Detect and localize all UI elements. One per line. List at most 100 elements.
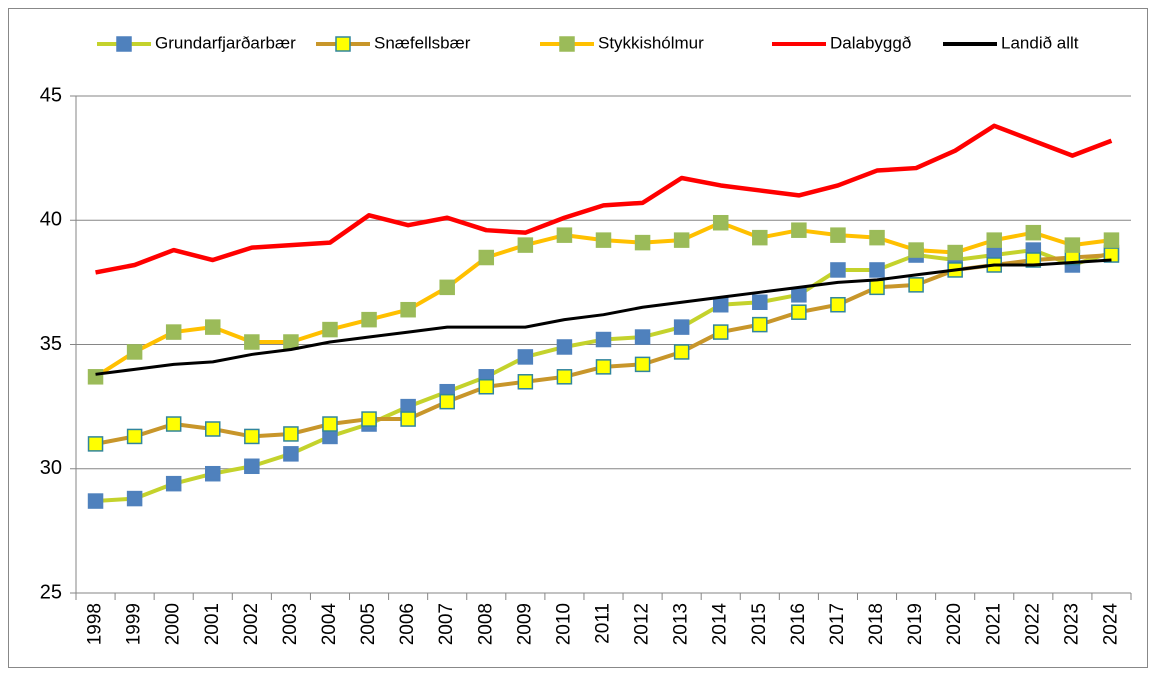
x-tick-label: 2024 bbox=[1100, 603, 1121, 646]
series-marker bbox=[1103, 232, 1120, 248]
series-marker bbox=[595, 359, 612, 375]
series-marker bbox=[712, 296, 729, 313]
series-marker bbox=[947, 244, 963, 261]
x-tick-label: 2015 bbox=[749, 603, 770, 645]
x-tick-label: 2020 bbox=[944, 603, 965, 645]
x-tick-label: 2010 bbox=[553, 603, 574, 645]
series-marker bbox=[595, 331, 612, 348]
series-marker bbox=[673, 319, 690, 335]
x-tick-label: 2008 bbox=[475, 603, 496, 645]
series-marker bbox=[634, 356, 651, 373]
legend-label: Snæfellsbær bbox=[374, 33, 471, 52]
series-marker bbox=[908, 277, 924, 293]
series-marker bbox=[752, 229, 768, 246]
y-tick-label: 40 bbox=[40, 209, 62, 231]
series-marker bbox=[87, 369, 104, 385]
series-marker bbox=[244, 334, 260, 350]
x-tick-label: 2011 bbox=[593, 603, 614, 644]
series-marker bbox=[517, 349, 534, 365]
series-marker bbox=[361, 411, 377, 427]
x-tick-label: 2007 bbox=[436, 603, 457, 645]
series-marker bbox=[752, 294, 768, 311]
series-marker bbox=[283, 334, 299, 350]
series-marker bbox=[478, 378, 495, 395]
y-tick-label: 30 bbox=[40, 457, 62, 479]
y-tick-label: 25 bbox=[40, 581, 62, 603]
series-marker bbox=[517, 237, 534, 253]
x-tick-label: 2023 bbox=[1061, 603, 1082, 645]
x-tick-label: 2009 bbox=[514, 603, 535, 645]
series-marker bbox=[830, 227, 846, 243]
x-tick-label: 2013 bbox=[671, 603, 692, 645]
series-marker bbox=[400, 301, 416, 318]
series-marker bbox=[908, 242, 924, 258]
x-tick-label: 2017 bbox=[827, 603, 848, 645]
series-marker bbox=[752, 316, 768, 333]
series-marker bbox=[361, 311, 377, 328]
series-marker bbox=[634, 234, 651, 251]
x-tick-label: 2022 bbox=[1022, 603, 1043, 645]
x-tick-label: 2001 bbox=[202, 603, 223, 645]
series-marker bbox=[791, 287, 807, 303]
series-marker bbox=[712, 214, 729, 231]
series-marker bbox=[673, 344, 690, 360]
series-marker bbox=[126, 490, 143, 507]
series-marker bbox=[165, 475, 182, 492]
series-marker bbox=[791, 222, 807, 238]
x-tick-label: 1999 bbox=[124, 603, 145, 645]
legend-label: Landið allt bbox=[1001, 33, 1079, 52]
series-marker bbox=[439, 279, 455, 296]
series-marker bbox=[322, 321, 338, 338]
series-marker bbox=[830, 296, 846, 313]
legend-marker bbox=[335, 36, 351, 52]
series-marker bbox=[712, 324, 729, 340]
series-marker bbox=[283, 426, 299, 442]
series-marker bbox=[126, 428, 143, 445]
x-tick-label: 2019 bbox=[905, 603, 926, 645]
legend-marker bbox=[116, 36, 132, 52]
series-marker bbox=[1103, 247, 1120, 263]
series-marker bbox=[830, 262, 846, 278]
legend-label: Grundarfjarðarbær bbox=[155, 33, 296, 52]
series-marker bbox=[869, 262, 885, 278]
x-tick-label: 2000 bbox=[163, 603, 184, 645]
y-tick-label: 35 bbox=[40, 333, 62, 355]
series-line bbox=[95, 258, 1112, 376]
legend-marker bbox=[559, 36, 575, 52]
x-tick-label: 2012 bbox=[632, 603, 653, 645]
series-marker bbox=[595, 232, 612, 248]
series-marker bbox=[165, 324, 182, 340]
x-tick-label: 2014 bbox=[710, 603, 731, 646]
series-marker bbox=[400, 411, 416, 427]
x-tick-label: 2016 bbox=[788, 603, 809, 645]
series-marker bbox=[439, 393, 455, 410]
chart-border bbox=[8, 8, 1148, 668]
series-marker bbox=[986, 232, 1002, 248]
x-tick-label: 2005 bbox=[358, 603, 379, 645]
series-marker bbox=[556, 369, 573, 385]
x-tick-label: 2006 bbox=[397, 603, 418, 645]
x-tick-label: 2002 bbox=[241, 603, 262, 645]
x-tick-label: 1998 bbox=[85, 603, 106, 645]
y-tick-label: 45 bbox=[40, 84, 62, 106]
series-marker bbox=[673, 232, 690, 248]
series-marker bbox=[1025, 224, 1042, 241]
series-marker bbox=[556, 227, 573, 243]
series-marker bbox=[165, 416, 182, 432]
legend-label: Stykkishólmur bbox=[598, 33, 704, 52]
x-tick-label: 2003 bbox=[280, 603, 301, 645]
series-marker bbox=[869, 229, 885, 246]
series-marker bbox=[205, 319, 221, 335]
series-marker bbox=[634, 329, 651, 345]
series-marker bbox=[126, 344, 143, 360]
series-marker bbox=[87, 493, 104, 509]
series-marker bbox=[1064, 237, 1081, 253]
series-marker bbox=[869, 279, 885, 296]
series-marker bbox=[791, 304, 807, 320]
series-marker bbox=[322, 416, 338, 432]
series-marker bbox=[556, 339, 573, 355]
series-marker bbox=[87, 436, 104, 452]
x-tick-label: 2018 bbox=[866, 603, 887, 645]
x-tick-label: 2004 bbox=[319, 603, 340, 646]
